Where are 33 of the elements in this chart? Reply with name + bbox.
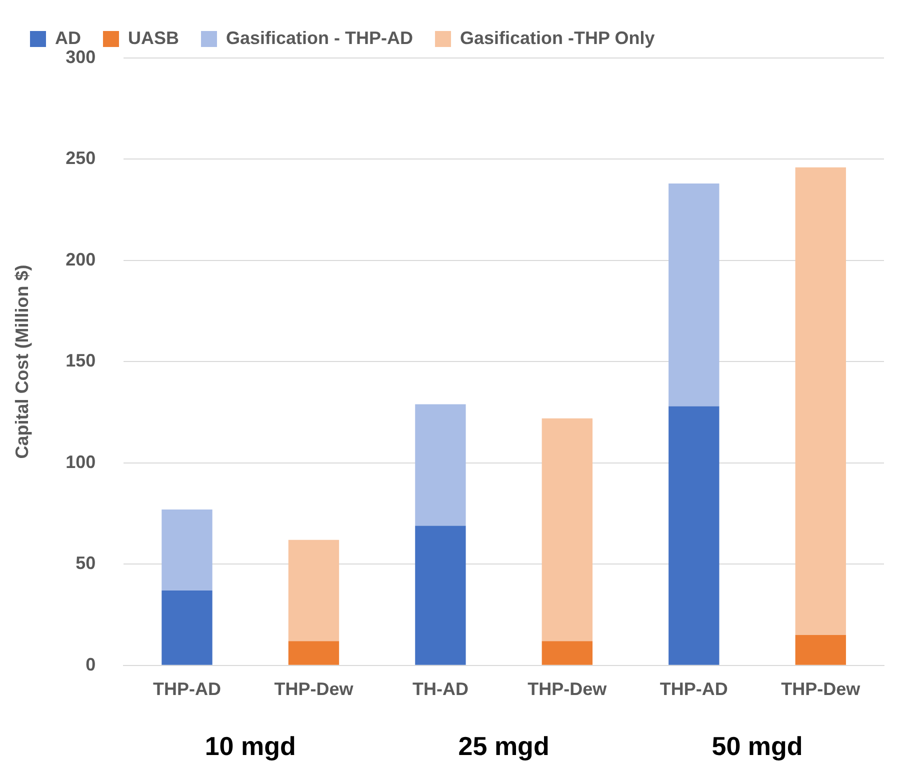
- y-tick-label: 50: [76, 553, 96, 574]
- x-tick-label: THP-AD: [660, 679, 728, 700]
- text: 50 mgd: [712, 731, 803, 762]
- y-tick-label: 100: [66, 452, 96, 472]
- bar: [288, 540, 340, 642]
- y-tick-label: 300: [66, 46, 96, 67]
- bar: [795, 167, 846, 636]
- x-tick-label: THP-Dew: [781, 679, 862, 700]
- legend-label: Gasification -THP Only: [460, 28, 655, 48]
- bar: [162, 590, 212, 665]
- text: 10 mgd: [204, 731, 296, 762]
- x-tick-label: THP-AD: [152, 679, 221, 700]
- bar: [542, 641, 593, 665]
- bar: [542, 418, 593, 642]
- y-tick-label: 250: [66, 148, 96, 168]
- bar: [288, 641, 340, 665]
- x-tick-label: THP-Dew: [528, 679, 608, 700]
- bar: [668, 406, 720, 665]
- x-tick-label: TH-AD: [412, 679, 468, 700]
- y-tick-label: 150: [66, 350, 96, 371]
- y-axis-title: Capital Cost (Million $): [12, 264, 32, 459]
- text: 25 mgd: [458, 731, 550, 762]
- x-tick-label: THP-Dew: [274, 679, 354, 700]
- y-tick-label: 200: [66, 249, 96, 270]
- legend-label: UASB: [128, 28, 180, 48]
- bar: [415, 526, 466, 665]
- bar: [795, 635, 846, 665]
- legend-label: AD: [55, 28, 81, 48]
- y-tick-label: 0: [86, 654, 96, 674]
- bar: [415, 404, 466, 526]
- bar: [162, 510, 212, 590]
- legend-label: Gasification - THP-AD: [226, 28, 414, 48]
- bar: [668, 184, 720, 406]
